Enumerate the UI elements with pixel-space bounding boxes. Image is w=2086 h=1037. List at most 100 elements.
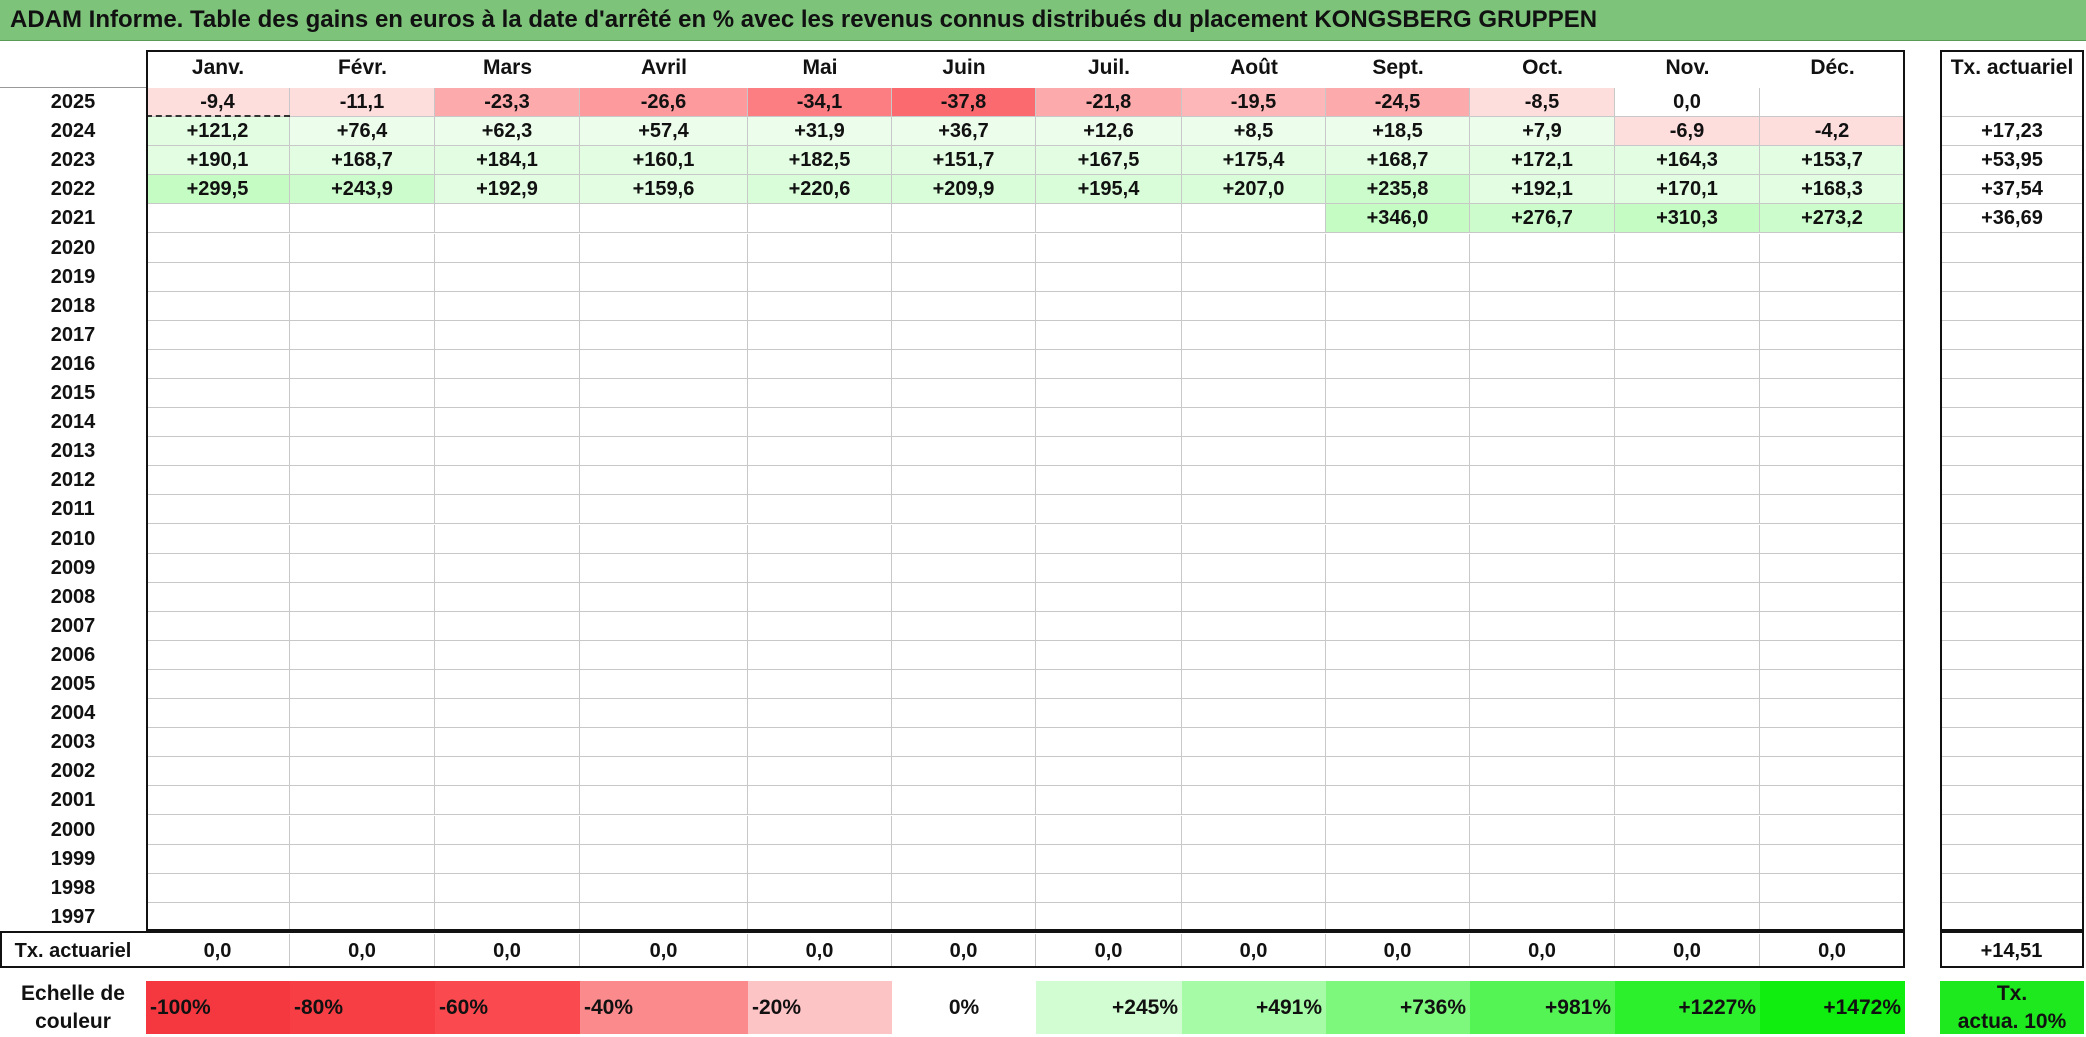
table-cell: 0,0 <box>1615 88 1760 118</box>
table-cell <box>1760 873 1905 903</box>
tx-actuariel-value <box>1940 263 2084 292</box>
table-cell <box>1760 553 1905 583</box>
tx-actuariel-value <box>1940 728 2084 758</box>
color-scale-swatch: -40% <box>580 981 748 1034</box>
table-cell <box>1470 640 1615 670</box>
table-cell <box>580 640 748 670</box>
table-cell <box>748 437 892 467</box>
table-cell <box>1182 582 1326 612</box>
table-cell <box>146 466 290 496</box>
bottom-cell: 0,0 <box>1760 934 1905 968</box>
table-cell <box>1326 640 1470 670</box>
tx-actuariel-value <box>1940 437 2084 467</box>
color-scale-label: Echelle de couleur <box>0 981 146 1034</box>
color-scale-label-line1: Echelle de <box>21 981 125 1005</box>
table-cell <box>1615 349 1760 379</box>
table-cell <box>580 815 748 845</box>
table-cell <box>892 466 1036 496</box>
year-label-2013: 2013 <box>50 440 96 463</box>
bottom-cell: 0,0 <box>580 934 748 968</box>
table-cell <box>1470 408 1615 438</box>
table-cell <box>1615 844 1760 874</box>
table-cell <box>435 262 580 292</box>
table-cell: -23,3 <box>435 88 580 118</box>
table-cell: +12,6 <box>1036 117 1182 147</box>
table-cell <box>1326 553 1470 583</box>
table-cell <box>1470 699 1615 729</box>
table-cell <box>146 262 290 292</box>
year-label-1997: 1997 <box>50 905 96 928</box>
table-cell <box>435 379 580 409</box>
table-cell <box>1615 873 1760 903</box>
tx-actuariel-value <box>1940 466 2084 496</box>
table-cell <box>1470 757 1615 787</box>
table-cell <box>1615 379 1760 409</box>
table-cell <box>1326 873 1470 903</box>
table-cell: -21,8 <box>1036 88 1182 118</box>
table-cell <box>1470 320 1615 350</box>
table-cell <box>1182 553 1326 583</box>
tx-actuariel-value <box>1940 903 2084 932</box>
color-scale-tx-line1: Tx. <box>1996 981 2028 1005</box>
table-cell <box>1182 815 1326 845</box>
table-cell <box>580 437 748 467</box>
table-cell <box>1470 437 1615 467</box>
table-cell <box>1470 844 1615 874</box>
table-cell <box>1615 437 1760 467</box>
table-cell: +159,6 <box>580 175 748 205</box>
table-cell <box>1036 728 1182 758</box>
table-cell <box>1326 815 1470 845</box>
table-cell <box>435 291 580 321</box>
table-cell <box>1036 349 1182 379</box>
year-label-2007: 2007 <box>50 614 96 637</box>
table-cell <box>1182 902 1326 932</box>
table-cell: +36,7 <box>892 117 1036 147</box>
table-cell <box>1470 466 1615 496</box>
table-cell <box>1760 699 1905 729</box>
tx-actuariel-value <box>1940 845 2084 874</box>
table-cell <box>435 757 580 787</box>
table-cell <box>1615 728 1760 758</box>
table-cell: +182,5 <box>748 146 892 176</box>
table-cell: +151,7 <box>892 146 1036 176</box>
table-cell <box>748 524 892 554</box>
table-cell <box>1182 466 1326 496</box>
table-cell <box>146 844 290 874</box>
table-cell: +195,4 <box>1036 175 1182 205</box>
table-cell <box>435 786 580 816</box>
table-cell <box>748 349 892 379</box>
table-cell <box>290 495 435 525</box>
table-cell <box>1036 466 1182 496</box>
table-cell <box>748 233 892 263</box>
table-cell <box>748 408 892 438</box>
table-cell <box>290 233 435 263</box>
table-cell <box>1470 379 1615 409</box>
table-cell <box>1760 349 1905 379</box>
table-cell <box>1182 495 1326 525</box>
color-scale-swatch: -80% <box>290 981 435 1034</box>
table-cell: +192,9 <box>435 175 580 205</box>
table-cell <box>146 408 290 438</box>
table-cell <box>892 320 1036 350</box>
table-cell <box>892 233 1036 263</box>
bottom-cell: 0,0 <box>1036 934 1182 968</box>
table-cell: +170,1 <box>1615 175 1760 205</box>
page-title: ADAM Informe. Table des gains en euros à… <box>10 6 1598 33</box>
table-cell <box>146 873 290 903</box>
color-scale-label-line2: couleur <box>35 1009 111 1033</box>
color-scale-swatch: -60% <box>435 981 580 1034</box>
table-cell <box>1326 408 1470 438</box>
tx-actuariel-value: +17,23 <box>1940 117 2084 147</box>
table-cell <box>1470 262 1615 292</box>
table-cell <box>1326 466 1470 496</box>
table-cell: +299,5 <box>146 175 290 205</box>
table-cell <box>580 408 748 438</box>
table-cell: +220,6 <box>748 175 892 205</box>
color-scale-swatch: -20% <box>748 981 892 1034</box>
table-cell <box>290 728 435 758</box>
bottom-cell: 0,0 <box>435 934 580 968</box>
table-cell <box>1760 379 1905 409</box>
table-cell <box>1760 728 1905 758</box>
table-cell <box>290 379 435 409</box>
table-cell <box>1470 233 1615 263</box>
